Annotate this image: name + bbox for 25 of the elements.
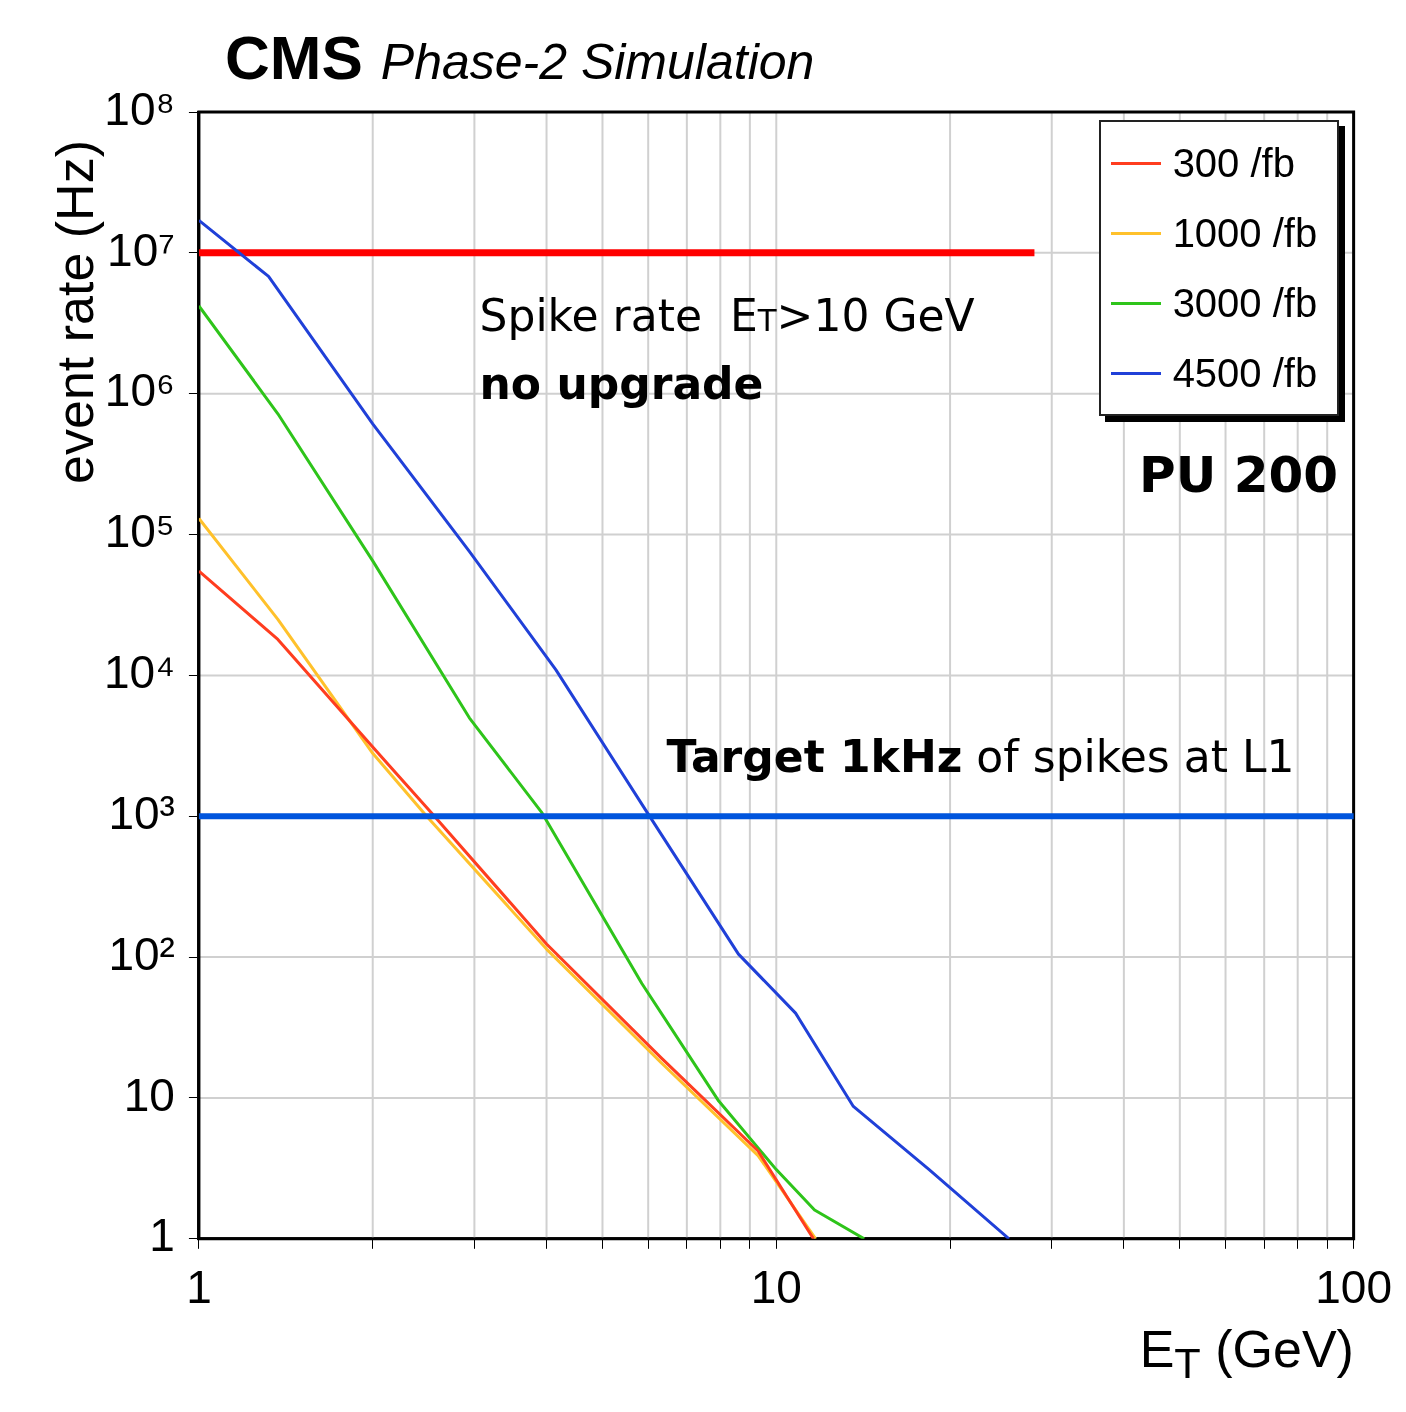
x-tick-label: 10 bbox=[750, 1261, 802, 1314]
legend-label: 1000 /fb bbox=[1172, 210, 1318, 256]
chart-subtitle: Phase-2 Simulation bbox=[380, 34, 815, 90]
annotation: PU 200 bbox=[1139, 446, 1339, 504]
legend-label: 300 /fb bbox=[1172, 140, 1295, 186]
x-tick-label: 1 bbox=[186, 1261, 212, 1314]
x-axis-title: E$_{T}$ (GeV) bbox=[1139, 1318, 1354, 1389]
chart-title: CMS bbox=[225, 23, 363, 92]
y-tick-label: 10⁶ bbox=[104, 364, 175, 417]
legend-label: 4500 /fb bbox=[1172, 350, 1318, 396]
x-tick-label: 100 bbox=[1315, 1261, 1392, 1314]
annotation: Spike rate ET>10 GeV bbox=[479, 289, 975, 341]
y-tick-label: 10⁵ bbox=[104, 505, 175, 558]
y-tick-label: 10³ bbox=[108, 786, 175, 839]
y-tick-label: 10⁷ bbox=[107, 223, 175, 276]
legend-label: 3000 /fb bbox=[1172, 280, 1318, 326]
y-tick-label: 10⁴ bbox=[103, 646, 175, 699]
y-axis-title: event rate (Hz) bbox=[44, 140, 105, 484]
y-tick-label: 10² bbox=[108, 927, 175, 980]
y-tick-label: 10⁸ bbox=[104, 82, 175, 135]
annotation: of spikes at L1 bbox=[976, 731, 1295, 783]
annotation: Target 1kHz bbox=[666, 731, 963, 783]
y-tick-label: 10 bbox=[123, 1068, 175, 1121]
y-tick-label: 1 bbox=[149, 1209, 175, 1262]
annotation: no upgrade bbox=[479, 358, 764, 410]
